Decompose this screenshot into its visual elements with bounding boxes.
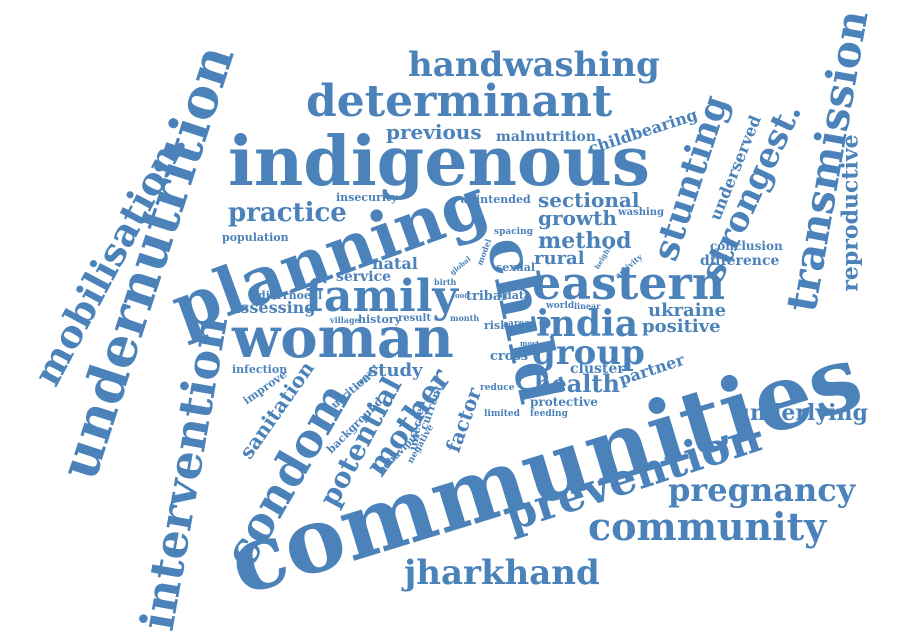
- word-intervention: intervention: [129, 311, 239, 634]
- word-previous: previous: [386, 120, 482, 144]
- word-insecurity: insecurity: [336, 191, 398, 204]
- word-cluster: cluster: [570, 361, 625, 377]
- word-pregnancy: pregnancy: [668, 471, 856, 509]
- word-determinant: determinant: [306, 76, 613, 127]
- word-village: village: [330, 315, 360, 325]
- word-difference: difference: [700, 253, 780, 269]
- word-handwashing: handwashing: [408, 45, 660, 85]
- word-indigenous: indigenous: [228, 122, 650, 202]
- word-result: result: [398, 313, 431, 324]
- word-linear: linear: [574, 301, 601, 311]
- word-feeding: feeding: [530, 409, 568, 419]
- word-conclusion: conclusion: [710, 239, 783, 253]
- word-most: most: [520, 339, 540, 348]
- word-service: service: [336, 269, 392, 285]
- word-data: data: [504, 289, 532, 302]
- word-global: global: [447, 254, 473, 277]
- word-population: population: [222, 231, 289, 244]
- word-limited: limited: [484, 409, 520, 419]
- word-diarrhoeal: diarrhoeal: [258, 289, 323, 302]
- word-india: india: [536, 303, 639, 345]
- word-unintended: unintended: [460, 193, 531, 206]
- word-assessing: assessing: [230, 298, 316, 317]
- word-family: family: [305, 271, 458, 322]
- word-woman: woman: [232, 305, 454, 371]
- word-area: area: [508, 319, 531, 329]
- word-sectional: sectional: [538, 188, 640, 212]
- word-month: month: [450, 313, 480, 323]
- word-practice: practice: [228, 198, 347, 228]
- word-group: group: [532, 333, 645, 373]
- word-method: method: [538, 228, 632, 254]
- word-tribal: tribal: [466, 289, 507, 304]
- word-malnutrition: malnutrition: [496, 129, 597, 145]
- word-birth: birth: [434, 277, 457, 287]
- word-infection: infection: [232, 363, 288, 376]
- word-health: health: [534, 369, 620, 398]
- word-reproductive: reproductive: [837, 134, 864, 292]
- word-rural: rural: [534, 248, 585, 269]
- word-study: study: [368, 360, 423, 381]
- word-jharkhand: jharkhand: [404, 553, 600, 593]
- word-community: community: [588, 504, 827, 549]
- word-food: food: [452, 291, 470, 300]
- word-sexual: sexual: [496, 261, 536, 274]
- word-spacing: spacing: [494, 227, 533, 237]
- word-natal: natal: [372, 254, 418, 273]
- word-history: history: [358, 313, 401, 326]
- word-reduce: reduce: [480, 383, 515, 393]
- word-ukraine: ukraine: [648, 300, 727, 321]
- word-protective: protective: [530, 395, 598, 409]
- word-underlying: underlying: [734, 400, 868, 426]
- word-world: world: [546, 301, 575, 311]
- word-risk: risk: [484, 319, 508, 332]
- word-positive: positive: [642, 316, 721, 337]
- word-cross: cross: [490, 349, 529, 364]
- word-growth: growth: [538, 206, 617, 230]
- word-eastern: eastern: [532, 256, 726, 310]
- word-washing: washing: [618, 207, 665, 218]
